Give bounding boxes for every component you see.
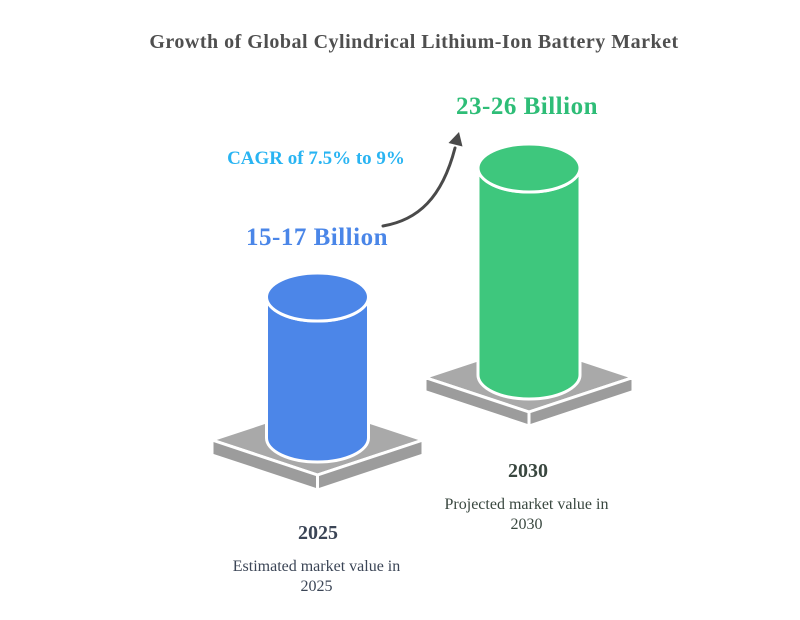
growth-arrow-icon: [381, 132, 463, 228]
chart-title: Growth of Global Cylindrical Lithium-Ion…: [149, 31, 679, 53]
category-label-2030: 2030: [508, 460, 548, 482]
cylinder-2030-body: [476, 167, 582, 401]
growth-arrow-head: [448, 132, 463, 147]
cylinder-2025: [265, 271, 370, 464]
cylinder-2030: [476, 142, 582, 401]
value-label-2030: 23-26 Billion: [456, 93, 598, 120]
category-label-2025: 2025: [298, 522, 338, 544]
growth-arrow-curve: [381, 146, 457, 228]
cylinder-2030-top: [476, 142, 582, 194]
description-2030: Projected market value in 2030: [444, 496, 609, 533]
cylinder-2025-top: [265, 271, 370, 323]
cagr-annotation: CAGR of 7.5% to 9%: [227, 148, 405, 169]
platform-2025-right-face: [316, 438, 425, 492]
value-label-2025: 15-17 Billion: [246, 224, 388, 251]
description-2025: Estimated market value in 2025: [232, 558, 401, 595]
platform-2030-right-face: [527, 376, 635, 428]
